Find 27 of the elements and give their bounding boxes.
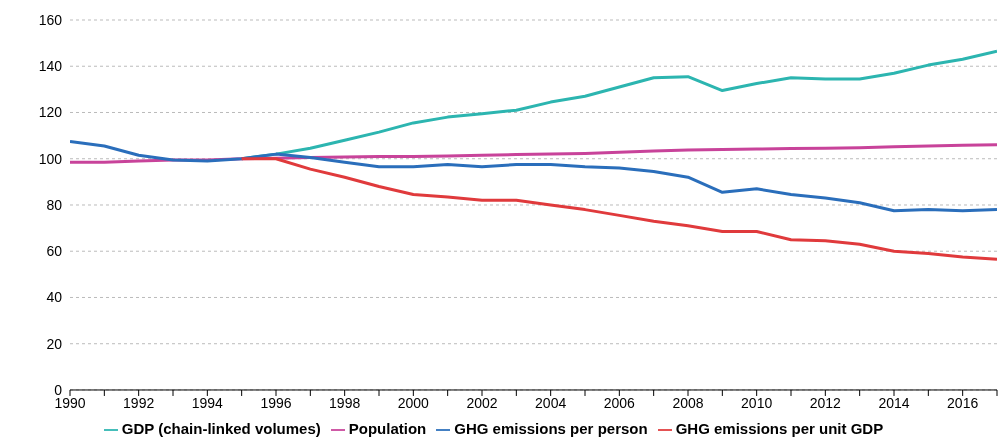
legend-label: Population — [348, 419, 427, 437]
x-tick-label: 2012 — [809, 394, 842, 411]
x-tick-label: 2014 — [878, 394, 910, 411]
x-tick-label: 2006 — [603, 394, 636, 411]
y-tick-label: 160 — [38, 11, 63, 28]
y-tick-label: 80 — [46, 196, 63, 213]
x-tick-label: 1998 — [329, 394, 361, 411]
line-series — [240, 157, 997, 261]
line-series — [70, 139, 997, 213]
x-tick-label: 2008 — [672, 394, 704, 411]
x-tick-label: 2010 — [741, 394, 773, 411]
y-tick-label: 20 — [46, 335, 63, 352]
y-tick-label: 120 — [38, 104, 63, 121]
x-tick-label: 2002 — [466, 394, 498, 411]
legend-label: GDP (chain-linked volumes) — [121, 419, 321, 437]
x-tick-label: 1994 — [191, 394, 224, 411]
x-tick-label: 1992 — [123, 394, 155, 411]
x-tick-label: 1996 — [260, 394, 292, 411]
y-tick-label: 100 — [38, 150, 63, 167]
legend-label: GHG emissions per unit GDP — [675, 419, 884, 437]
x-tick-label: 2004 — [535, 394, 567, 411]
y-tick-label: 140 — [38, 58, 63, 75]
x-tick-label: 2016 — [947, 394, 979, 411]
legend-label: GHG emissions per person — [454, 419, 648, 437]
y-tick-label: 40 — [46, 289, 63, 306]
x-tick-label: 2000 — [397, 394, 430, 411]
y-tick-label: 60 — [46, 243, 63, 260]
